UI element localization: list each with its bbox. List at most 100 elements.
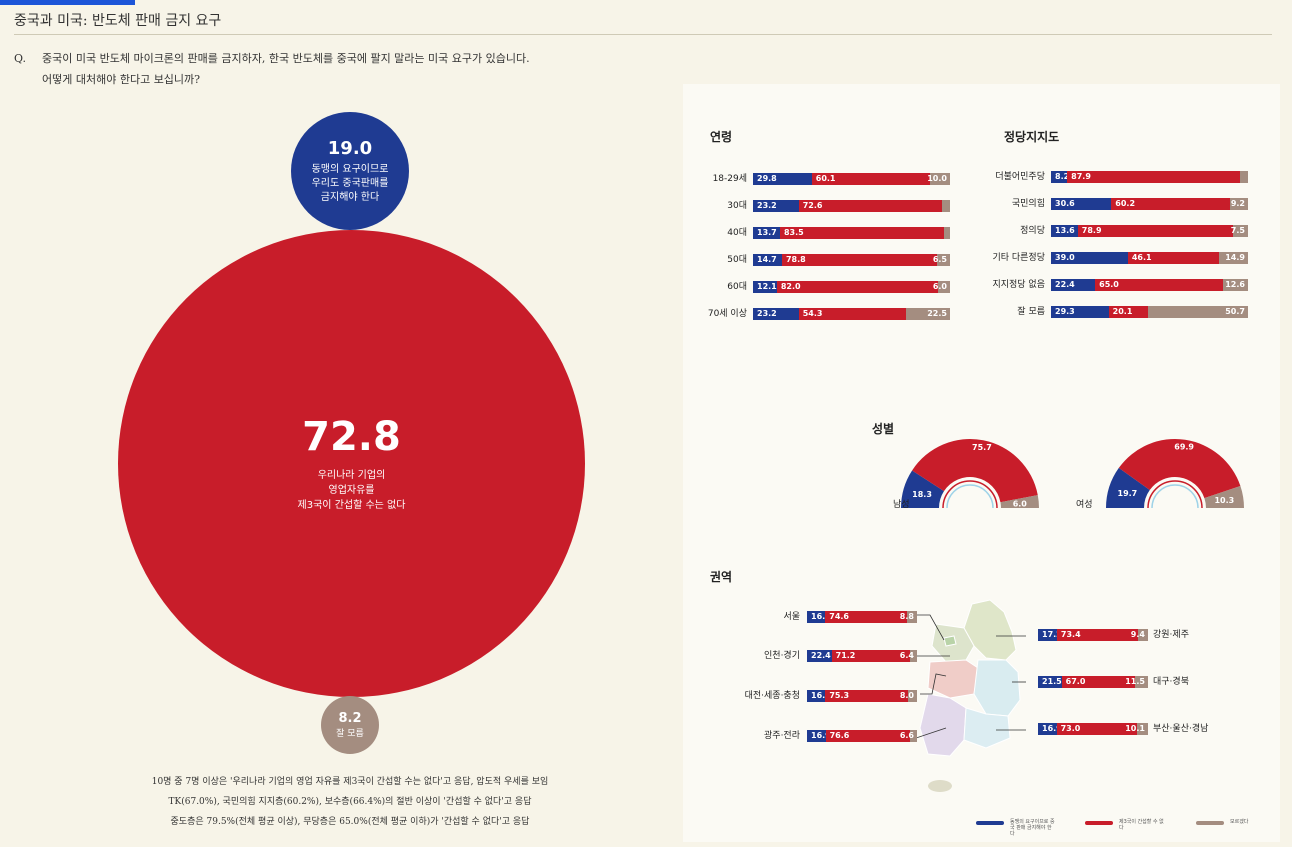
bar-value-label: 22.4 (811, 651, 831, 660)
bar-value-label: 12.6 (1225, 280, 1245, 289)
bar-segment: 8.2 (1051, 171, 1070, 183)
bar-segment: 22.4 (807, 650, 832, 662)
bar-segment: 65.0 (1095, 279, 1224, 291)
bar-label: 정의당 (1020, 226, 1045, 236)
stacked-bar: 22.4 65.0 12.6 (1051, 279, 1248, 291)
bar-segment: 20.1 (1108, 306, 1149, 318)
bar-label: 서울 (783, 612, 800, 622)
bar-segment: 16.7 (807, 690, 831, 702)
bar-segment: 60.2 (1111, 198, 1230, 210)
bar-segment: 6.0 (933, 281, 950, 293)
bar-segment: 50.7 (1148, 306, 1248, 318)
map-gyeongbuk (973, 659, 1021, 717)
question-mark: Q. (14, 52, 26, 65)
bar-label: 더불어민주당 (995, 172, 1045, 182)
bar-segment: 30.6 (1051, 198, 1112, 210)
bar-value-label: 6.0 (932, 282, 947, 291)
bar-segment: 76.6 (825, 730, 910, 742)
bar-segment: 22.4 (1051, 279, 1096, 291)
bar-segment: 23.2 (753, 308, 799, 320)
bubble-blue-label-1: 동맹의 요구이므로 (311, 163, 389, 175)
section-title-region: 권역 (710, 570, 733, 584)
bar-label: 지지정당 없음 (992, 280, 1045, 290)
note-line-3: 중도층은 79.5%(전체 평균 이상), 무당층은 65.0%(전체 평균 이… (170, 817, 530, 827)
legend-label-dont-know: 모르겠다 (1230, 819, 1249, 825)
bar-segment: 10.0 (927, 173, 950, 185)
leader-seoul (916, 614, 945, 641)
bar-value-label: 65.0 (1099, 280, 1119, 289)
bar-value-label: 23.2 (757, 201, 777, 210)
bar-value-label: 11.5 (1125, 677, 1145, 686)
legend-dont-know: 모르겠다 (1196, 819, 1276, 825)
gauge-value-label: 18.3 (912, 490, 932, 499)
bar-value-label: 12.1 (757, 282, 777, 291)
bar-segment: 6.6 (900, 730, 917, 742)
bar-segment: 83.5 (779, 227, 945, 239)
title-divider (14, 34, 1272, 35)
map-jeolla (919, 693, 967, 757)
gauge-segment (1106, 467, 1150, 508)
note-line-2: TK(67.0%), 국민의힘 지지층(60.2%), 보수층(66.4%)의 … (168, 797, 532, 807)
gauge-value-label: 69.9 (1174, 443, 1194, 452)
bar-segment (941, 200, 950, 212)
bar-value-label: 76.6 (829, 731, 850, 740)
bubble-red-value: 72.8 (302, 414, 401, 460)
bar-value-label: 54.3 (802, 309, 823, 318)
bar-value-label: 60.2 (1115, 199, 1136, 208)
section-title-party: 정당지지도 (1004, 130, 1060, 144)
gauge-inner-ring (1147, 480, 1203, 509)
bar-segment: 17.2 (1038, 629, 1062, 641)
bar-segment: 8.0 (900, 690, 917, 702)
bar-segment: 10.1 (1125, 723, 1148, 735)
stacked-bar: 17.2 73.4 9.4 (1038, 629, 1148, 641)
bar-label: 대전·세종·충청 (744, 691, 800, 701)
bar-segment: 87.9 (1067, 171, 1241, 183)
bar-segment: 9.2 (1229, 198, 1248, 210)
bar-label: 18-29세 (712, 174, 747, 184)
bar-segment (1240, 171, 1248, 183)
bar-value-label: 17.2 (1042, 630, 1062, 639)
gauge-value-label: 75.7 (972, 443, 992, 452)
bar-segment: 16.9 (1038, 723, 1062, 735)
bar-value-label: 10.1 (1125, 724, 1145, 733)
bar-segment: 39.0 (1051, 252, 1128, 264)
legend-label-ban: 동맹의 요구이므로 중국 판매 금지해야 한다 (1010, 819, 1055, 837)
bar-label: 대구·경북 (1153, 677, 1189, 687)
bar-value-label: 73.4 (1060, 630, 1081, 639)
bar-segment: 75.3 (825, 690, 909, 702)
legend-swatch-blue (976, 821, 1004, 825)
bar-value-label: 87.9 (1071, 172, 1091, 181)
bar-value-label: 8.2 (1055, 172, 1070, 181)
bar-value-label: 16.6 (811, 612, 831, 621)
bar-segment: 29.8 (753, 173, 812, 185)
bar-segment: 67.0 (1061, 676, 1136, 688)
stacked-bar: 16.6 74.6 8.8 (807, 611, 917, 623)
stacked-bar: 8.2 87.9 (1051, 171, 1248, 183)
stacked-bar: 16.9 73.0 10.1 (1038, 723, 1148, 735)
bubble-blue-label-2: 우리도 중국판매를 (311, 177, 389, 189)
legend-swatch-grey (1196, 821, 1224, 825)
map-gyeongnam (963, 707, 1011, 749)
bar-value-label: 8.0 (899, 691, 914, 700)
bar-segment: 72.6 (798, 200, 942, 212)
bar-segment: 14.9 (1218, 252, 1248, 264)
bar-value-label: 9.4 (1130, 630, 1145, 639)
bar-value-label: 74.6 (829, 612, 849, 621)
gauge-inner-ring (942, 480, 998, 509)
gauge-value-label: 10.3 (1214, 496, 1234, 505)
bar-value-label: 22.4 (1055, 280, 1075, 289)
map-jeju (928, 780, 952, 792)
bar-segment: 13.7 (753, 227, 780, 239)
bar-label: 부산·울산·경남 (1153, 724, 1209, 734)
stacked-bar: 23.2 72.6 (753, 200, 950, 212)
stacked-bar: 21.5 67.0 11.5 (1038, 676, 1148, 688)
leader-jeolla (916, 727, 947, 739)
bar-value-label: 75.3 (829, 691, 850, 700)
bar-segment: 9.4 (1131, 629, 1148, 641)
bar-value-label: 82.0 (780, 282, 801, 291)
bubble-red-label-2: 영업자유를 (328, 485, 375, 496)
legend-swatch-red (1085, 821, 1113, 825)
bar-value-label: 23.2 (757, 309, 777, 318)
legend-cannot-interfere: 제3국이 간섭할 수 없다 (1085, 819, 1165, 831)
